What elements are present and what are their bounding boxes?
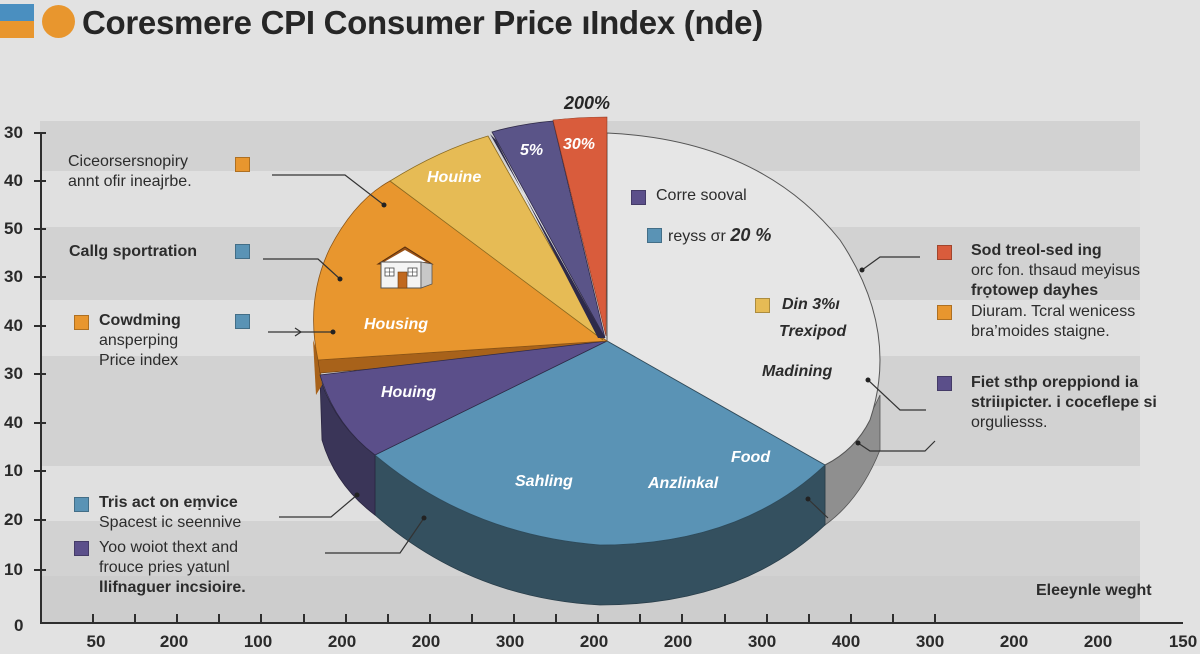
slice-label-orange: Housing [364, 316, 428, 333]
left-annotation-5: Yoo woiot thext and frouce pries yatunl … [99, 539, 246, 596]
x-tick [513, 614, 515, 623]
left-annotation-4: Tris act on eṃvice Spacest ic seennive [99, 494, 242, 531]
x-tick [891, 614, 894, 623]
y-tick [34, 470, 46, 472]
x-tick-label: 400 [831, 632, 861, 651]
x-tick [807, 614, 810, 623]
y-tick [34, 228, 46, 230]
right-annotation-1: Sod treol-sed ing orc fon. thsaud meyisu… [971, 242, 1140, 299]
right-swatch-orange [937, 305, 952, 320]
x-tick-label: 200 [663, 632, 693, 651]
slice-label-purple: Houing [381, 384, 437, 401]
right-swatch-red [937, 245, 952, 260]
inner-legend-item-4: Trexipod [779, 323, 847, 340]
slice-label-red: 30% [563, 136, 596, 153]
x-tick-label: 300 [747, 632, 777, 651]
x-tick [344, 614, 347, 623]
x-tick [597, 614, 600, 623]
x-tick [934, 614, 936, 623]
slice-label-blue-sahling: Sahling [515, 473, 573, 490]
x-tick [92, 614, 94, 623]
y-tick-label: 30 [4, 364, 23, 383]
x-tick [470, 614, 473, 623]
y-tick [34, 569, 46, 571]
y-tick-label: 40 [4, 316, 23, 335]
slice-label-blue-food: Food [731, 449, 771, 466]
x-tick [176, 614, 179, 623]
y-axis [40, 133, 42, 623]
y-tick-label: 40 [4, 413, 23, 432]
x-tick-label: 300 [915, 632, 945, 651]
x-tick [639, 614, 642, 623]
x-tick [302, 614, 305, 623]
y-tick [34, 132, 46, 134]
y-tick-label: 10 [4, 560, 23, 579]
chart-title: Coresmere CPI Consumer Price ıIndex (nde… [82, 4, 763, 41]
x-tick [386, 614, 389, 623]
x-tick-label: 200 [159, 632, 189, 651]
y-tick [34, 422, 46, 424]
logo-circle-icon [42, 5, 75, 38]
y-tick [34, 519, 46, 521]
left-swatch-blue-3 [74, 497, 89, 512]
y-tick-label: 20 [4, 510, 23, 529]
x-tick-label: 50 [86, 632, 106, 651]
right-annotation-3: Fiet sthp oreppiond ia striiıpicter. i c… [971, 374, 1157, 431]
y-tick-label: 30 [4, 123, 23, 142]
x-tick-label: 200 [579, 632, 609, 651]
right-swatch-purple [937, 376, 952, 391]
inner-legend-swatch-yellow [755, 298, 770, 313]
x-axis-title: Eleeynle weght [1036, 582, 1152, 599]
left-swatch-blue-2 [235, 314, 250, 329]
x-tick-label: 150 [1168, 632, 1198, 651]
y-tick-label: 0 [14, 616, 24, 635]
x-tick-label: 200 [1083, 632, 1113, 651]
inner-legend-item-5: Madining [762, 363, 833, 380]
left-swatch-blue-1 [235, 244, 250, 259]
inner-legend-swatch-purple [631, 190, 646, 205]
x-axis [40, 622, 1183, 624]
x-tick-label: 100 [243, 632, 273, 651]
slice-label-blue-anzlinkal: Anzlinkal [648, 475, 719, 492]
inner-legend-item-1: Corre sooval [656, 187, 747, 204]
house-icon [376, 246, 434, 289]
inner-legend-item-3: Din 3%ı [782, 296, 840, 313]
y-tick [34, 373, 46, 375]
x-tick [260, 614, 263, 623]
x-tick [218, 614, 221, 623]
x-tick [849, 614, 852, 623]
inner-legend-item-2: reyss σr 20 % [668, 225, 772, 245]
x-tick [723, 614, 726, 623]
y-tick-label: 40 [4, 171, 23, 190]
logo-square-icon [0, 4, 34, 38]
x-tick [681, 614, 684, 623]
right-annotation-2: Diuram. Tcral wenicess bra’moides staign… [971, 303, 1136, 340]
left-swatch-orange-1 [235, 157, 250, 172]
x-tick-label: 300 [495, 632, 525, 651]
left-annotation-1: Ciceorsersnopiry annt ofir ineajrbe. [68, 153, 192, 190]
slice-label-yellow: Houine [427, 169, 482, 186]
x-tick [555, 614, 558, 623]
x-tick-label: 200 [327, 632, 357, 651]
y-tick [34, 276, 46, 278]
x-tick [134, 614, 137, 623]
y-tick-label: 50 [4, 219, 23, 238]
left-annotation-3: Cowdming ansperping Price index [99, 312, 181, 369]
x-tick-label: 200 [999, 632, 1029, 651]
top-percentage-label: 200% [564, 93, 611, 113]
left-swatch-orange-2 [74, 315, 89, 330]
x-tick-label: 200 [411, 632, 441, 651]
y-tick-label: 10 [4, 461, 23, 480]
y-tick [34, 325, 46, 327]
y-tick [34, 180, 46, 182]
y-tick-label: 30 [4, 267, 23, 286]
left-annotation-2: Callg sportration [69, 243, 198, 260]
inner-legend-swatch-blue [647, 228, 662, 243]
left-swatch-purple [74, 541, 89, 556]
inner-legend-value: 20 % [730, 225, 772, 245]
x-tick [765, 614, 768, 623]
slice-label-purple-top: 5% [520, 142, 544, 159]
x-tick [428, 614, 431, 623]
